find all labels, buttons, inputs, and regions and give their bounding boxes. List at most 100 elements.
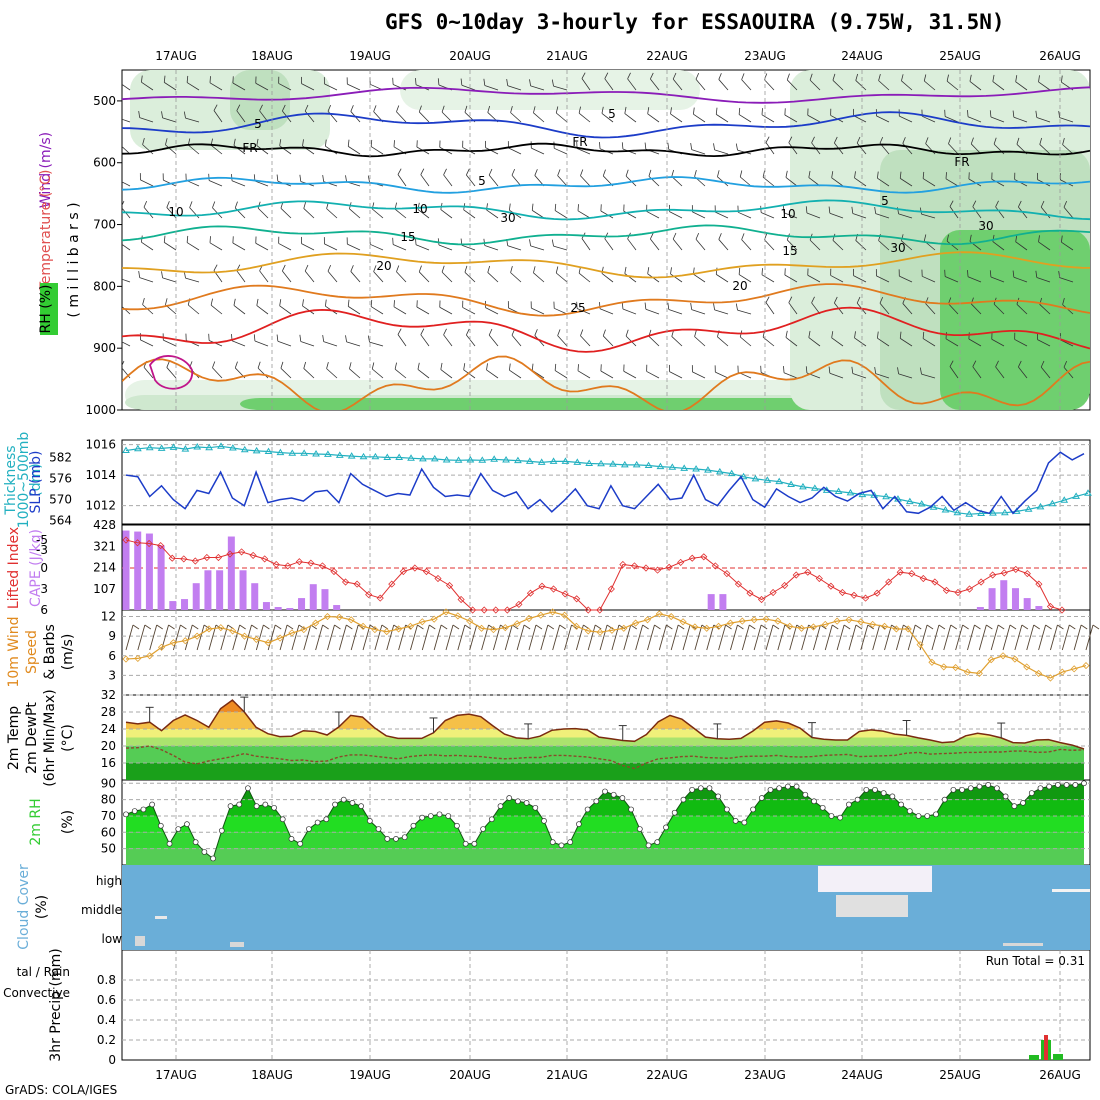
rh-point: [410, 822, 417, 829]
barb-flag: [1039, 137, 1043, 145]
rh-point: [602, 788, 608, 795]
barb-flag: [621, 142, 624, 150]
upper-air-barbs: [122, 72, 1074, 379]
barb-flag: [166, 361, 170, 368]
barb-flag: [922, 331, 925, 339]
wind-barb: [256, 298, 269, 315]
barb-flag: [834, 296, 838, 304]
wind-barb: [488, 168, 499, 187]
barb-flag: [623, 204, 625, 212]
barb-shaft: [327, 271, 338, 283]
wind-barb: [462, 300, 476, 315]
barb-shaft: [624, 113, 637, 123]
precip-tick: 0.2: [97, 1033, 116, 1047]
barb-flag: [944, 269, 946, 277]
barb-flag: [925, 137, 929, 144]
wind-barb: [604, 72, 614, 91]
barb-shaft: [236, 110, 246, 123]
barb-flag: [878, 74, 881, 81]
barb-flag: [371, 362, 375, 370]
rh-point: [880, 790, 887, 796]
thickness-point: [763, 476, 772, 483]
barb-flag: [347, 299, 350, 307]
wind-barb: [854, 331, 867, 347]
li-point: [1046, 602, 1055, 611]
wind10-point: [620, 624, 628, 632]
wind10-barb-flag: [855, 624, 863, 630]
barb-flag: [233, 298, 236, 306]
li-point: [896, 568, 904, 576]
rh-point: [689, 786, 695, 793]
barb-shaft: [944, 116, 959, 123]
wind-barb: [441, 105, 453, 123]
wind-barb: [831, 331, 844, 347]
rh-tick: 60: [101, 825, 116, 839]
precip-tick: 0.8: [97, 973, 116, 987]
barb-shaft: [507, 85, 522, 91]
barb-shaft: [829, 212, 844, 219]
barb-flag: [695, 232, 700, 240]
barb-shaft: [738, 211, 752, 219]
wind-barb: [714, 365, 729, 379]
wind-barb: [580, 169, 591, 187]
cape-bar: [333, 605, 341, 610]
wind10-point: [323, 612, 332, 621]
wind-barb: [691, 365, 706, 379]
barb-flag: [788, 296, 793, 303]
barb-flag: [234, 201, 238, 209]
li-point: [1000, 569, 1008, 577]
barb-shaft: [210, 144, 223, 155]
barb-flag: [276, 174, 279, 182]
barb-flag: [367, 175, 370, 183]
wind-barb: [967, 270, 982, 283]
barb-flag: [510, 266, 513, 273]
barb-shaft: [877, 337, 890, 347]
barb-shaft: [259, 270, 269, 283]
cloud-high-strip: [1052, 889, 1090, 892]
rh-point: [1002, 793, 1009, 800]
barb-flag: [506, 78, 509, 86]
barb-shaft: [783, 212, 798, 219]
wind10-barb-flag: [843, 624, 851, 630]
barb-shaft: [922, 178, 936, 187]
barb-flag: [350, 265, 354, 272]
dewpt-axis-label: 2m DewPt: [24, 702, 40, 774]
wind-barb: [304, 104, 315, 123]
wind10-barb: [457, 624, 466, 651]
wind-barb: [371, 362, 384, 379]
barb-flag: [992, 74, 995, 82]
wind-barb: [1015, 75, 1028, 91]
barb-flag: [299, 174, 302, 182]
thickness-point: [300, 449, 309, 456]
wind10-barb: [658, 624, 667, 651]
barb-shaft: [1013, 116, 1028, 123]
rh-point: [584, 806, 591, 813]
wind-barb: [808, 330, 821, 347]
rh-point: [218, 827, 225, 834]
barb-shaft: [622, 308, 637, 315]
wind10-point: [797, 624, 806, 632]
barb-shaft: [672, 78, 683, 91]
barb-flag: [624, 266, 627, 274]
barb-flag: [463, 363, 466, 370]
wind-barb: [122, 81, 131, 91]
wind10-barb: [528, 624, 537, 651]
wind-barb: [690, 302, 706, 315]
barb-shaft: [441, 271, 453, 283]
wind-barb: [741, 233, 752, 251]
barb-shaft: [557, 335, 568, 347]
wind10-barb: [279, 624, 288, 651]
barb-flag: [142, 298, 145, 305]
barb-shaft: [577, 210, 591, 219]
thickness-point: [217, 442, 225, 449]
wind-barb: [278, 76, 292, 91]
barb-flag: [1012, 110, 1015, 118]
barb-flag: [213, 104, 218, 111]
barb-flag: [209, 236, 211, 243]
wind10-barb: [540, 624, 549, 651]
wind-barb: [647, 107, 660, 123]
thickness-point: [193, 443, 202, 450]
wind-barb: [350, 105, 361, 123]
barb-flag: [899, 171, 902, 179]
cape-bar: [157, 545, 165, 610]
